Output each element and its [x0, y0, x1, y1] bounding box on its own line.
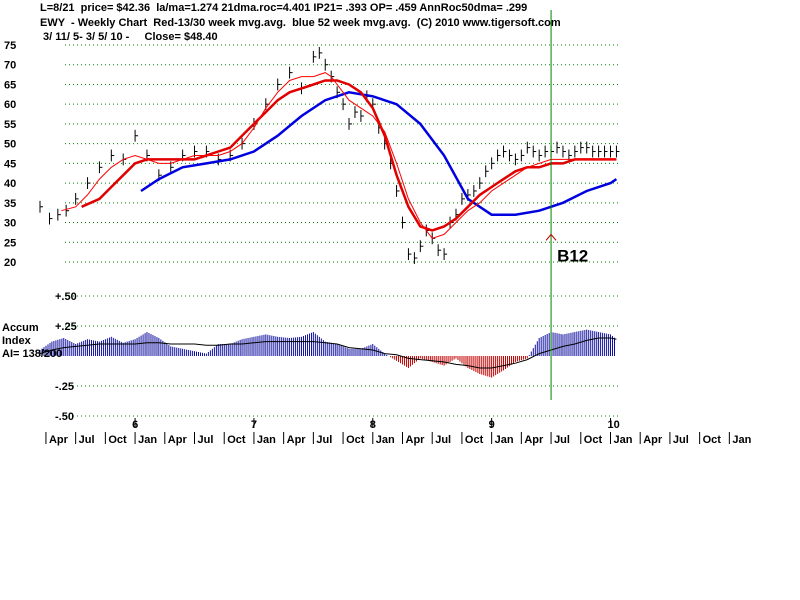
- month-label: Oct: [108, 434, 127, 446]
- header-date-range: 3/ 11/ 5- 3/ 5/ 10 - Close= $48.40: [40, 31, 218, 43]
- price-grid: [65, 44, 620, 263]
- price-y-tick-label: 50: [4, 139, 16, 151]
- month-label: Jul: [435, 434, 451, 446]
- price-y-axis: 75 70 65 60 55 50 45 40 35 30 25 20: [4, 40, 16, 269]
- accum-ma-line: [39, 337, 617, 369]
- month-label: Apr: [168, 434, 188, 446]
- ma30-line: [81, 79, 617, 232]
- header-chart-title: EWY - Weekly Chart Red-13/30 week mvg.av…: [40, 17, 561, 29]
- month-label: Apr: [524, 434, 544, 446]
- month-label: Apr: [49, 434, 69, 446]
- price-y-tick-label: 20: [4, 257, 16, 269]
- price-y-tick-label: 30: [4, 218, 16, 230]
- year-label: 8: [370, 419, 376, 431]
- year-label: 7: [251, 419, 257, 431]
- price-y-tick-label: 75: [4, 40, 16, 52]
- accum-bars: [39, 329, 617, 378]
- price-y-tick-label: 45: [4, 158, 16, 170]
- month-label: Jan: [613, 434, 632, 446]
- month-label: Jul: [79, 434, 95, 446]
- accum-y-tick-label: -.25: [55, 381, 74, 393]
- month-label: Oct: [346, 434, 365, 446]
- accum-y-tick-label: -.50: [55, 411, 74, 423]
- price-series-group: [39, 46, 620, 264]
- price-y-tick-label: 65: [4, 79, 16, 91]
- price-y-tick-label: 25: [4, 237, 16, 249]
- signal-arrow: [545, 233, 557, 241]
- buy-signal-b12: B12: [545, 10, 588, 400]
- month-label: Jul: [554, 434, 570, 446]
- month-label: Apr: [287, 434, 307, 446]
- accum-label-line: AI= 138/200: [2, 348, 62, 360]
- month-label: Apr: [406, 434, 426, 446]
- signal-label: B12: [557, 246, 588, 265]
- month-label: Oct: [227, 434, 246, 446]
- month-label: Jan: [376, 434, 395, 446]
- month-label: Jul: [198, 434, 214, 446]
- month-label: Jan: [257, 434, 276, 446]
- month-label: Jan: [138, 434, 157, 446]
- accum-y-axis: +.50 +.25 -.25 -.50: [55, 291, 77, 423]
- month-label: Jan: [495, 434, 514, 446]
- price-y-tick-label: 60: [4, 99, 16, 111]
- month-label: Jul: [316, 434, 332, 446]
- time-axis: 6 7 8 9 10 Apr Jul Oct Jan Apr Jul Oct Jan Apr Jul Oct J…: [45, 418, 752, 446]
- month-label: Oct: [465, 434, 484, 446]
- year-label: 6: [132, 419, 138, 431]
- ma13-line: [61, 72, 617, 239]
- month-label: Jan: [732, 434, 751, 446]
- month-label: Oct: [584, 434, 603, 446]
- price-y-tick-label: 40: [4, 178, 16, 190]
- accum-label-line: Accum: [2, 322, 39, 334]
- year-label: 9: [489, 419, 495, 431]
- accum-grid: [65, 295, 620, 417]
- price-y-tick-label: 35: [4, 198, 16, 210]
- price-y-tick-label: 55: [4, 119, 16, 131]
- month-label: Apr: [643, 434, 663, 446]
- month-label: Oct: [703, 434, 722, 446]
- month-label: Jul: [673, 434, 689, 446]
- header-stats: L=8/21 price= $42.36 la/ma=1.274 21dma.r…: [40, 2, 528, 14]
- accum-y-tick-label: +.50: [55, 291, 77, 303]
- year-label: 10: [607, 419, 619, 431]
- accum-y-tick-label: +.25: [55, 321, 77, 333]
- price-y-tick-label: 70: [4, 60, 16, 72]
- accum-label-line: Index: [2, 335, 32, 347]
